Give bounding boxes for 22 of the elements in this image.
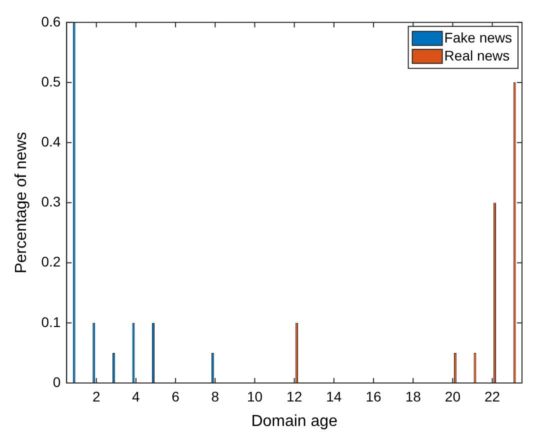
y-tick-label: 0.2 xyxy=(41,254,61,270)
y-tick-label: 0.3 xyxy=(41,194,61,210)
x-tick-label: 14 xyxy=(326,388,342,404)
legend-label: Real news xyxy=(444,47,510,64)
x-tick-label: 22 xyxy=(484,388,500,404)
x-tick-label: 8 xyxy=(211,388,220,404)
x-tick-label: 12 xyxy=(286,388,302,404)
x-tick-label: 20 xyxy=(444,388,461,404)
y-axis-title: Percentage of news xyxy=(13,132,30,274)
y-tick-label: 0 xyxy=(52,374,61,390)
x-tick-label: 4 xyxy=(132,388,140,404)
x-tick-label: 16 xyxy=(366,388,382,404)
y-tick-label: 0.5 xyxy=(41,73,61,90)
x-tick-label: 2 xyxy=(92,388,100,404)
legend-label: Fake news xyxy=(444,29,512,46)
x-axis-title: Domain age xyxy=(251,412,338,430)
y-tick-label: 0.1 xyxy=(41,314,61,330)
x-tick-label: 18 xyxy=(405,388,422,404)
x-tick-label: 10 xyxy=(246,388,263,404)
y-tick-label: 0.4 xyxy=(41,133,61,150)
x-tick-label: 6 xyxy=(172,388,180,404)
y-tick-label: 0.6 xyxy=(41,13,61,30)
